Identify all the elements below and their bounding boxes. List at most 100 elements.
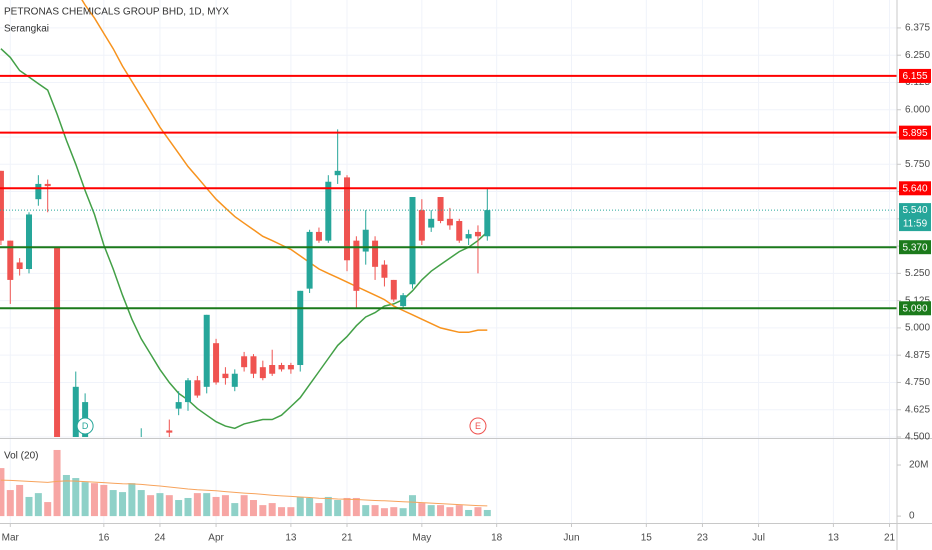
volume-bar	[352, 497, 360, 517]
volume-bar	[287, 507, 295, 517]
level-label: 5.090	[902, 303, 927, 314]
volume-bar	[137, 490, 145, 517]
x-tick-label: 21	[884, 533, 896, 544]
candle-body	[0, 170, 4, 241]
moving-average-line	[0, 48, 488, 430]
event-label: D	[82, 421, 89, 431]
candle-body	[465, 234, 472, 239]
y-tick-label: 4.625	[905, 404, 930, 415]
candle-body	[437, 197, 444, 222]
candle-body	[474, 231, 481, 237]
volume-bar	[203, 493, 211, 517]
candle-body	[16, 262, 23, 270]
volume-bar	[128, 483, 136, 517]
y-tick-label: 6.000	[905, 104, 930, 115]
y-tick-label: 5.750	[905, 159, 930, 170]
x-tick-label: 21	[341, 533, 353, 544]
level-label: 5.895	[902, 128, 927, 139]
volume-pane	[0, 449, 491, 517]
x-tick-label: Jul	[752, 533, 765, 544]
volume-bar	[437, 505, 445, 517]
candle-body	[269, 365, 276, 374]
volume-bar	[53, 449, 61, 517]
candle-body	[315, 231, 322, 241]
volume-title: Vol (20)	[4, 451, 38, 462]
event-marker	[469, 417, 487, 435]
candle-body	[325, 181, 332, 241]
volume-bar	[334, 500, 342, 517]
level-label: 6.155	[902, 71, 927, 82]
volume-bar	[455, 505, 463, 517]
volume-bar	[315, 503, 323, 517]
x-tick-label: 13	[285, 533, 297, 544]
volume-bar	[156, 493, 164, 517]
volume-bar	[474, 507, 482, 517]
level-label-box	[899, 181, 931, 196]
candle-body	[54, 247, 61, 437]
volume-bar	[268, 503, 276, 517]
volume-bar	[465, 509, 473, 517]
volume-bar	[25, 496, 33, 517]
volume-bar	[362, 505, 370, 517]
candle-body	[381, 264, 388, 278]
x-tick-label: 24	[154, 533, 166, 544]
volume-bar	[296, 496, 304, 517]
y-tick-label: 4.875	[905, 350, 930, 361]
moving-average-line	[81, 0, 488, 334]
volume-bar	[165, 495, 173, 517]
volume-bar	[100, 484, 108, 517]
volume-bar	[249, 500, 257, 517]
level-label-box	[899, 125, 931, 140]
volume-bar	[109, 490, 117, 517]
candle-body	[353, 240, 360, 291]
candle-body	[418, 210, 425, 241]
candle-body	[297, 290, 304, 366]
y-tick-label: 5.250	[905, 268, 930, 279]
x-tick-label: Jun	[563, 533, 579, 544]
level-label: 5.640	[902, 183, 927, 194]
candle-body	[362, 229, 369, 252]
candle-body	[390, 279, 397, 300]
y-tick-label: 5.000	[905, 323, 930, 334]
candle-body	[185, 380, 192, 403]
y-tick-label: 20M	[909, 460, 928, 471]
volume-bar	[324, 496, 332, 517]
candle-body	[287, 365, 294, 370]
candle-body	[306, 231, 313, 289]
y-tick-label: 4.500	[905, 432, 930, 443]
candle-body	[35, 183, 42, 200]
level-label-box	[899, 68, 931, 83]
last-price-label: 5.540	[902, 205, 927, 216]
volume-bar	[408, 495, 416, 517]
volume-bar	[483, 509, 491, 517]
event-label: E	[475, 421, 481, 431]
y-tick-label: 5.125	[905, 295, 930, 306]
event-marker	[76, 417, 94, 435]
candle-body	[372, 240, 379, 267]
x-tick-label: 23	[697, 533, 709, 544]
volume-bar	[240, 495, 248, 517]
candle-body	[344, 177, 351, 261]
volume-bar	[81, 482, 89, 517]
volume-bar	[44, 502, 52, 517]
volume-bar	[399, 508, 407, 517]
volume-bar	[6, 490, 14, 517]
volume-bar	[427, 505, 435, 517]
volume-bar	[90, 483, 98, 517]
volume-bar	[212, 496, 220, 517]
volume-bar	[259, 505, 267, 517]
candle-body	[400, 295, 407, 307]
candle-body	[7, 240, 14, 280]
volume-bar	[62, 474, 70, 517]
candle-body	[278, 365, 285, 370]
candle-body	[250, 356, 257, 374]
level-label-box	[899, 240, 931, 255]
x-tick-label: 18	[491, 533, 503, 544]
candle-body	[166, 430, 173, 433]
candle-body	[484, 210, 491, 237]
volume-bar	[306, 497, 314, 517]
volume-bar	[221, 495, 229, 517]
y-tick-label: 6.375	[905, 23, 930, 34]
